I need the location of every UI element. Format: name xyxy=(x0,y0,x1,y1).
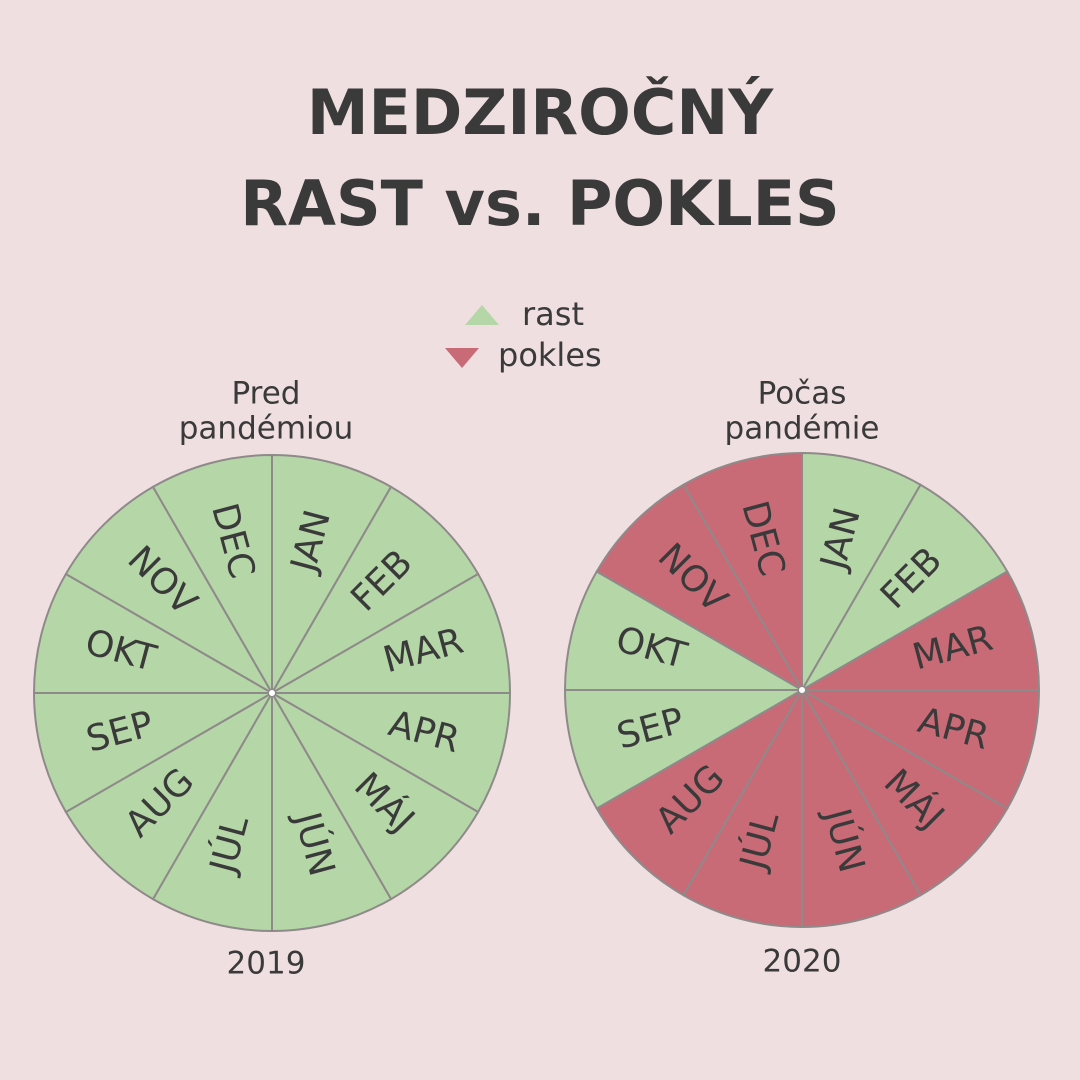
wheel-segment xyxy=(268,572,512,694)
wheel-segment xyxy=(799,687,1009,897)
wheel-segment xyxy=(268,692,512,814)
wheel-segment xyxy=(801,451,922,694)
wheel-segment xyxy=(151,689,273,933)
wheel-label: Počas xyxy=(758,376,847,412)
wheel-segment xyxy=(682,451,803,694)
wheel-segment xyxy=(563,689,806,810)
legend-label: pokles xyxy=(498,336,602,374)
legend-marker xyxy=(445,348,479,368)
wheel-segment xyxy=(64,690,275,901)
wheel-segment xyxy=(271,453,393,697)
wheel-segment xyxy=(798,570,1041,691)
wheel-segment xyxy=(269,485,480,696)
wheel-label: Pred xyxy=(232,376,301,412)
wheel-year: 2019 xyxy=(227,946,306,982)
title-line: MEDZIROČNÝ xyxy=(307,76,774,149)
wheel-hub xyxy=(798,686,806,694)
wheel-segment xyxy=(563,570,806,691)
wheel-segment xyxy=(595,483,805,693)
wheel-segment xyxy=(32,572,276,694)
wheel-year: 2020 xyxy=(763,944,842,980)
wheel-label: pandémiou xyxy=(179,411,354,447)
wheel-segment xyxy=(151,453,273,697)
legend-marker xyxy=(465,305,499,325)
wheel-segment xyxy=(64,485,275,696)
wheel-segment xyxy=(271,689,393,933)
wheel-segment xyxy=(32,692,276,814)
wheel-segment xyxy=(682,686,803,929)
wheel-segment xyxy=(799,483,1009,693)
wheel-segment xyxy=(801,686,922,929)
legend-label: rast xyxy=(522,295,584,333)
title-line: RAST vs. POKLES xyxy=(240,167,839,240)
wheel-segment xyxy=(269,690,480,901)
wheel-segment xyxy=(595,687,805,897)
wheel-hub xyxy=(268,689,276,697)
wheel-label: pandémie xyxy=(725,411,880,447)
wheel-segment xyxy=(798,689,1041,810)
